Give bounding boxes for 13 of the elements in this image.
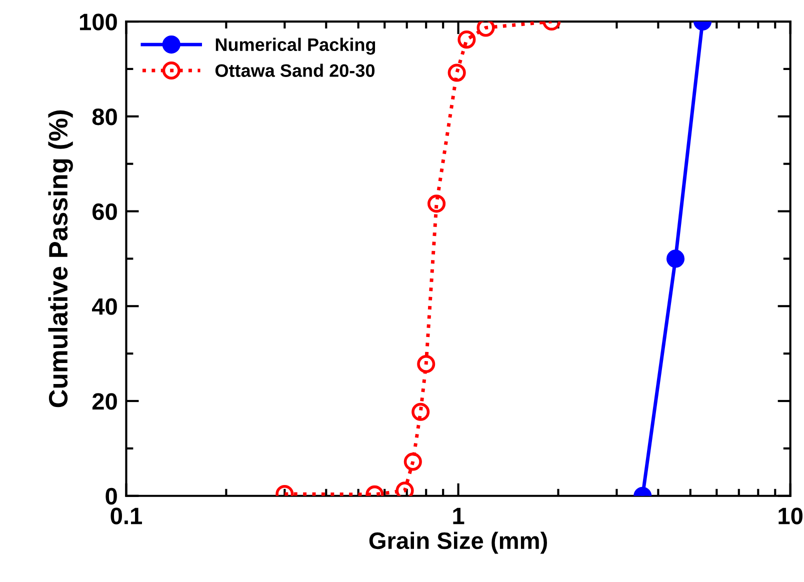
y-tick-label: 60 (92, 203, 117, 220)
x-tick-label: 10 (778, 508, 802, 524)
x-tick-label: 0.1 (110, 508, 142, 524)
y-axis-title: Cumulative Passing (%) (48, 110, 73, 408)
legend-label: Ottawa Sand 20-30 (215, 64, 375, 78)
y-tick-label: 0 (106, 488, 117, 505)
x-axis-title: Grain Size (mm) (369, 532, 547, 554)
x-tick-label: 1 (453, 508, 464, 524)
y-tick-label: 40 (92, 298, 117, 315)
y-tick-label: 100 (80, 14, 117, 30)
legend-label: Numerical Packing (216, 38, 376, 55)
y-tick-label: 80 (92, 108, 117, 126)
y-tick-label: 20 (92, 393, 117, 410)
